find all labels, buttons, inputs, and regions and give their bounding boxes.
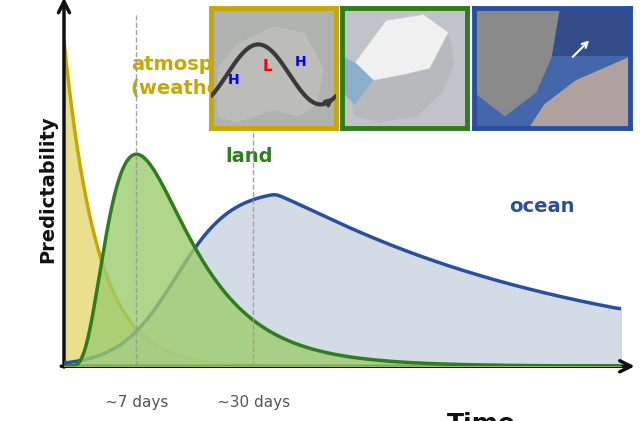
Text: ~7 days: ~7 days (105, 394, 168, 410)
Text: H: H (228, 73, 239, 88)
Text: ~30 days: ~30 days (217, 394, 290, 410)
Y-axis label: Predictability: Predictability (38, 116, 57, 263)
Text: L: L (262, 59, 272, 74)
Text: land: land (225, 147, 273, 166)
Text: ocean: ocean (509, 197, 575, 216)
Polygon shape (218, 27, 323, 123)
Polygon shape (342, 56, 374, 104)
Polygon shape (529, 56, 630, 128)
Polygon shape (355, 14, 449, 80)
Text: Time: Time (447, 412, 516, 421)
Text: H: H (295, 56, 307, 69)
Polygon shape (552, 8, 630, 56)
Polygon shape (474, 8, 560, 117)
Polygon shape (349, 14, 455, 123)
Text: atmosphere
(weather): atmosphere (weather) (131, 55, 262, 98)
